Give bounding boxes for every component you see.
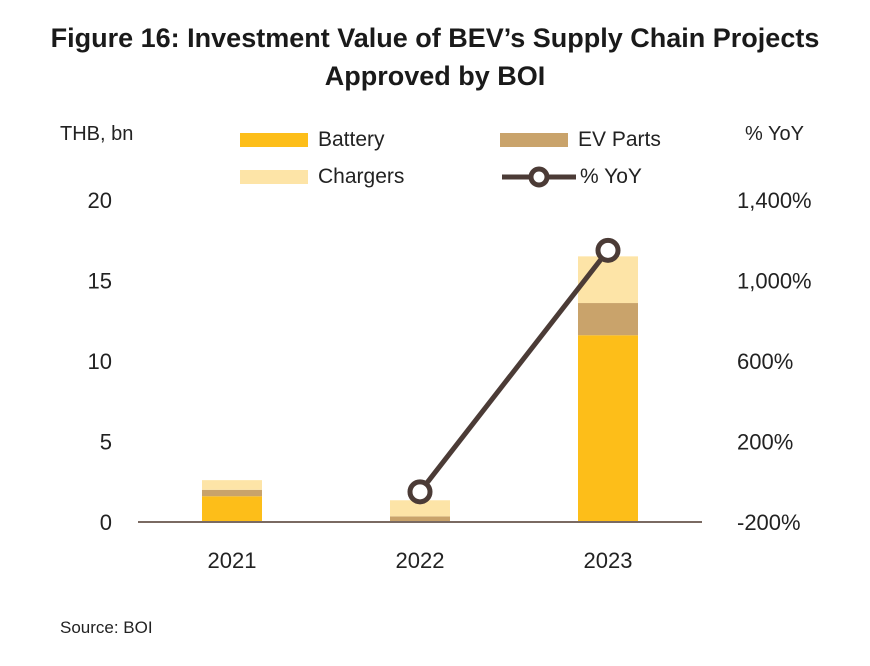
- bar-ev-parts-2021: [202, 489, 262, 497]
- left-tick-label: 0: [100, 510, 112, 535]
- left-tick-label: 15: [88, 269, 112, 294]
- left-tick-label: 5: [100, 430, 112, 455]
- legend-battery: Battery: [240, 128, 385, 152]
- bar-chargers-2021: [202, 480, 262, 490]
- bar-ev-parts-2023: [578, 303, 638, 336]
- yoy-line: [418, 248, 610, 494]
- legend-chargers-label: Chargers: [318, 165, 405, 188]
- x-tick-label: 2023: [584, 548, 633, 573]
- right-tick-label: 1,400%: [737, 188, 812, 213]
- x-tick-label: 2022: [396, 548, 445, 573]
- legend-yoy: % YoY: [500, 165, 642, 189]
- chart-title-line1: Figure 16: Investment Value of BEV’s Sup…: [50, 23, 820, 53]
- bar-ev-parts-2022: [390, 516, 450, 522]
- bar-battery-2021: [202, 496, 262, 522]
- yoy-point: [407, 479, 433, 505]
- left-axis-unit: THB, bn: [60, 123, 134, 145]
- legend-yoy-swatch: [502, 166, 576, 188]
- legend-battery-swatch: [240, 133, 308, 147]
- legend-chargers: Chargers: [240, 165, 404, 189]
- x-tick-label: 2021: [208, 548, 257, 573]
- bar-battery-2023: [578, 335, 638, 522]
- right-tick-label: -200%: [737, 510, 801, 535]
- chart-title-line2: Approved by BOI: [324, 61, 546, 91]
- source-note: Source: BOI: [60, 618, 153, 637]
- legend-ev-parts: EV Parts: [500, 128, 661, 152]
- right-tick-label: 1,000%: [737, 269, 812, 294]
- legend-battery-label: Battery: [318, 128, 385, 151]
- legend-ev-parts-swatch: [500, 133, 568, 147]
- bar-chargers-2022: [390, 500, 450, 517]
- legend-ev-parts-label: EV Parts: [578, 128, 661, 151]
- right-tick-label: 200%: [737, 430, 793, 455]
- left-tick-label: 20: [88, 188, 112, 213]
- left-tick-label: 10: [88, 349, 112, 374]
- legend-chargers-swatch: [240, 170, 308, 184]
- yoy-point: [595, 237, 621, 263]
- right-tick-label: 600%: [737, 349, 793, 374]
- right-axis-unit: % YoY: [745, 123, 804, 145]
- legend-yoy-label: % YoY: [580, 165, 642, 188]
